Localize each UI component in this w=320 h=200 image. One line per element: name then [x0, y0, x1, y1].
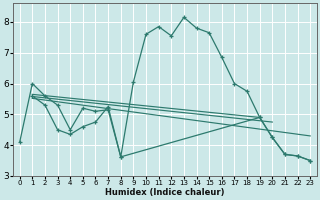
X-axis label: Humidex (Indice chaleur): Humidex (Indice chaleur) [105, 188, 225, 197]
